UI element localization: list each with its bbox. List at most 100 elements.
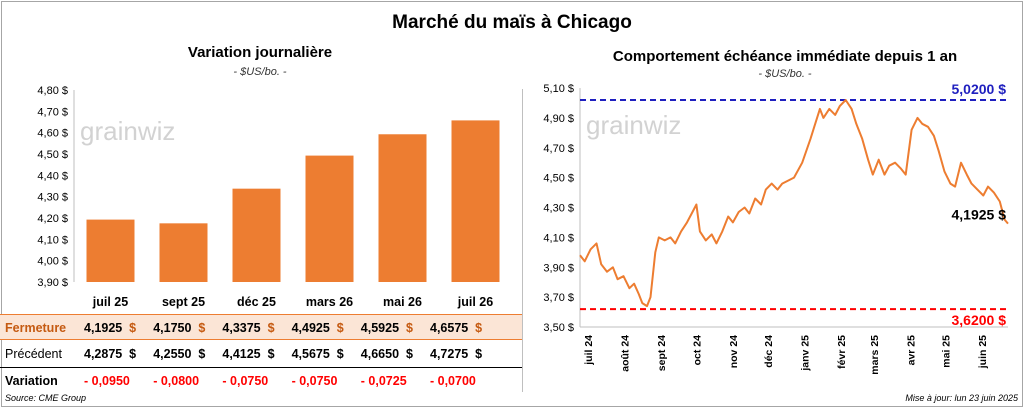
panel-divider	[522, 89, 523, 392]
table-cell: 4,1750 $	[153, 321, 219, 335]
table-cell-value: 4,4125	[222, 347, 261, 361]
table-cell: 4,6650 $	[361, 347, 427, 361]
table-cell: 4,3375 $	[222, 321, 288, 335]
table-cell-value: 4,6650	[360, 347, 400, 361]
bar-category-label: juil 25	[92, 295, 128, 309]
table-cell-currency: $	[260, 321, 275, 335]
line-x-tick-label: mai 25	[941, 335, 953, 368]
bar-y-tick-label: 4,60 $	[37, 128, 68, 140]
table-cell-currency: $	[468, 321, 483, 335]
table-row-variation: Variation - 0,0950 - 0,0800 - 0,0750 - 0,07…	[0, 367, 522, 393]
line-x-tick-label: juin 25	[977, 335, 989, 369]
left-chart-title: Variation journalière	[187, 44, 333, 61]
bar	[305, 155, 354, 282]
table-cell-value: - 0,0725	[360, 374, 407, 388]
line-y-tick-label: 4,50 $	[543, 173, 574, 185]
left-chart-unit: - $US/bo. -	[233, 66, 287, 78]
table-cell-value: 4,7275	[430, 347, 469, 361]
table-row-close: Fermeture 4,1925 $4,1750 $4,3375 $4,4925…	[0, 314, 522, 340]
bar-y-tick-label: 4,30 $	[37, 192, 68, 204]
line-x-tick-label: janv 25	[800, 335, 812, 372]
bar	[378, 134, 427, 282]
line-y-tick-label: 4,30 $	[543, 203, 574, 215]
right-chart-title: Comportement échéance immédiate depuis 1…	[612, 48, 958, 65]
table-cell: - 0,0750	[222, 374, 288, 388]
line-watermark: grainwiz	[586, 110, 681, 140]
bar-y-tick-label: 4,10 $	[37, 234, 68, 246]
last-value-label: 4,1925 $	[952, 207, 1007, 223]
bar	[159, 223, 208, 282]
table-cell: - 0,0725	[361, 374, 427, 388]
table-cell-value: 4,1750	[153, 321, 192, 335]
table-cell-value: - 0,0750	[291, 374, 338, 388]
line-x-tick-label: août 24	[620, 335, 632, 372]
line-x-tick-label: sept 24	[656, 335, 668, 371]
bar-category-label: juil 26	[457, 295, 493, 309]
bar-y-tick-label: 4,20 $	[37, 213, 68, 225]
table-cell: - 0,0700	[430, 374, 496, 388]
table-cell: - 0,0800	[153, 374, 219, 388]
table-cell-value: 4,6575	[430, 321, 469, 335]
table-row-previous: Précédent 4,2875 $4,2550 $4,4125 $4,5675…	[0, 341, 522, 367]
table-cell: 4,4925 $	[292, 321, 358, 335]
table-cell-currency: $	[468, 347, 483, 361]
table-cell: 4,2875 $	[84, 347, 150, 361]
bar-y-tick-label: 4,80 $	[37, 85, 68, 97]
bar-category-label: mai 26	[383, 295, 422, 309]
table-cell-currency: $	[399, 321, 413, 335]
bar	[451, 120, 500, 283]
bar-y-tick-label: 4,70 $	[37, 106, 68, 118]
table-cell-currency: $	[329, 347, 344, 361]
bar-y-tick-label: 3,90 $	[37, 277, 68, 289]
table-cell: 4,6575 $	[430, 321, 496, 335]
table-cell-value: - 0,0950	[84, 374, 130, 388]
page-title: Marché du maïs à Chicago	[392, 12, 632, 33]
table-cell: - 0,0750	[292, 374, 358, 388]
table-cell-currency: $	[122, 347, 137, 361]
line-y-tick-label: 5,10 $	[543, 83, 574, 95]
low-reference-label: 3,6200 $	[952, 312, 1007, 328]
table-cell-value: 4,1925	[84, 321, 123, 335]
table-cell-value: 4,5925	[360, 321, 400, 335]
bar-category-label: sept 25	[162, 295, 205, 309]
table-cell: 4,1925 $	[84, 321, 150, 335]
bar-y-tick-label: 4,40 $	[37, 170, 68, 182]
line-y-tick-label: 4,10 $	[543, 232, 574, 244]
line-x-tick-label: déc 24	[763, 335, 775, 368]
row-label-close: Fermeture	[5, 321, 67, 335]
bar-category-label: mars 26	[306, 295, 353, 309]
bar-chart: 3,90 $ 4,00 $ 4,10 $ 4,20 $ 4,30 $ 4,40 $ 4,50…	[37, 85, 500, 309]
update-note: Mise à jour: lun 23 juin 2025	[905, 393, 1018, 403]
table-cell-currency: $	[191, 347, 206, 361]
price-series-line	[579, 99, 1009, 308]
table-cell: 4,5925 $	[361, 321, 427, 335]
bar-watermark: grainwiz	[80, 116, 175, 146]
table-cell-value: - 0,0800	[153, 374, 200, 388]
line-x-tick-label: juil 24	[583, 335, 595, 366]
table-cell-value: - 0,0750	[222, 374, 269, 388]
bar-category-label: déc 25	[237, 295, 276, 309]
line-y-tick-label: 3,90 $	[543, 262, 574, 274]
table-cell-value: 4,3375	[222, 321, 261, 335]
table-cell-value: 4,2550	[153, 347, 192, 361]
table-cell-value: 4,2875	[84, 347, 123, 361]
line-x-tick-label: nov 24	[728, 335, 740, 368]
table-cell-currency: $	[122, 321, 137, 335]
row-label-previous: Précédent	[5, 347, 62, 361]
line-x-tick-label: mars 25	[869, 335, 881, 375]
line-y-tick-label: 4,70 $	[543, 143, 574, 155]
table-cell: 4,5675 $	[292, 347, 358, 361]
bar-y-tick-label: 4,00 $	[37, 256, 68, 268]
right-chart-unit: - $US/bo. -	[758, 68, 812, 80]
table-cell-currency: $	[260, 347, 275, 361]
bar	[232, 188, 281, 282]
table-cell: 4,4125 $	[222, 347, 288, 361]
table-cell-value: 4,4925	[291, 321, 330, 335]
high-reference-label: 5,0200 $	[952, 81, 1007, 97]
line-x-tick-label: févr 25	[836, 335, 848, 369]
table-cell-value: 4,5675	[291, 347, 330, 361]
line-x-tick-label: avr 25	[905, 335, 917, 366]
table-cell-currency: $	[399, 347, 413, 361]
